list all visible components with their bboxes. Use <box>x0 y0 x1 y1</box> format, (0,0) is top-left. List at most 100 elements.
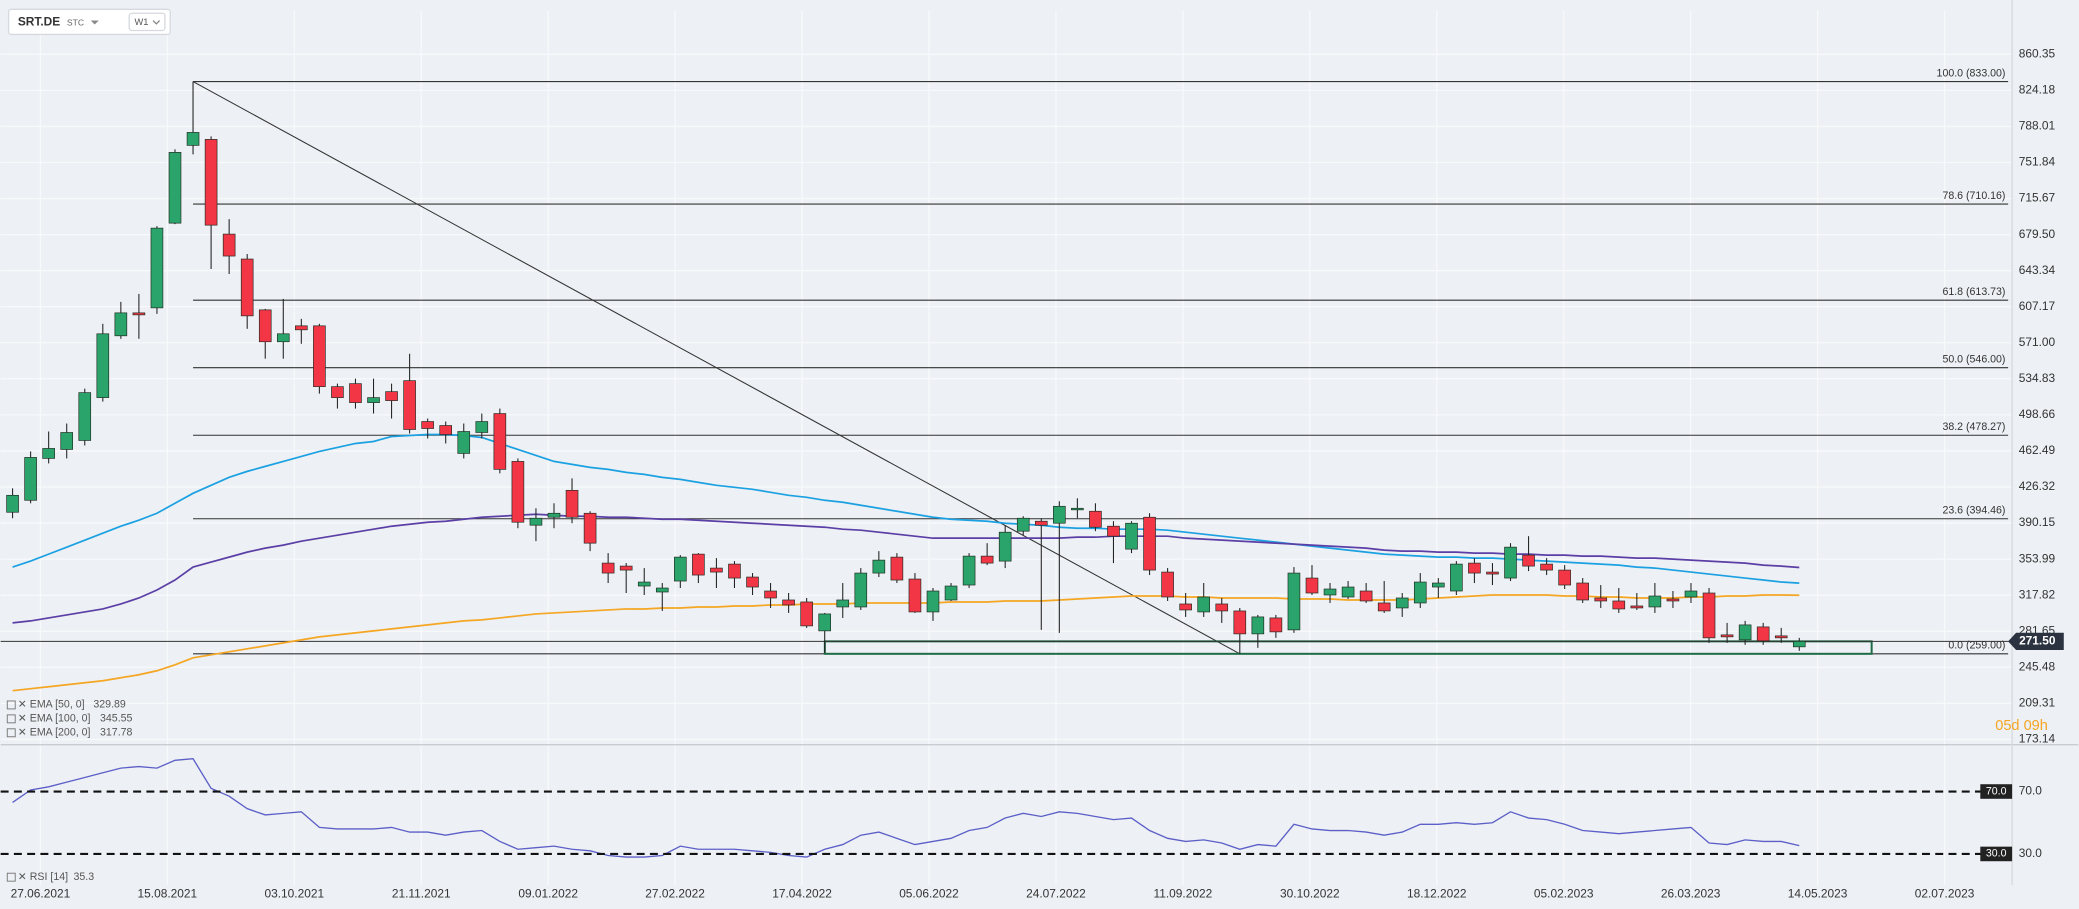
y-tick-label: 353.99 <box>2019 551 2056 565</box>
y-tick-label: 788.01 <box>2019 119 2056 133</box>
legend-name: EMA [100, 0] <box>30 713 91 725</box>
y-tick-label: 390.15 <box>2019 515 2056 529</box>
candle-body <box>674 556 687 582</box>
x-tick-label: 27.06.2021 <box>11 887 71 901</box>
legend-value: 329.89 <box>93 699 126 711</box>
fib-label: 61.8 (613.73) <box>1942 286 2005 298</box>
y-tick-label: 571.00 <box>2019 335 2056 349</box>
legend-icon-x: ✕ <box>18 699 27 711</box>
legend-value: 35.3 <box>74 871 95 883</box>
candle-body <box>1792 641 1806 648</box>
legend-icon-x: ✕ <box>18 871 27 883</box>
candle-body <box>96 333 110 398</box>
candle-body <box>818 613 831 632</box>
candle-body <box>457 431 471 454</box>
candle-body <box>872 559 886 574</box>
candle-body <box>854 572 868 608</box>
candle-body <box>1233 610 1247 635</box>
candle-body <box>1251 616 1265 635</box>
legend-value: 317.78 <box>100 727 133 739</box>
x-tick-label: 15.08.2021 <box>138 887 198 901</box>
candle-body <box>1197 596 1210 613</box>
candle-body <box>728 563 741 579</box>
fib-label: 100.0 (833.00) <box>1937 67 2006 79</box>
candle-body <box>511 461 525 523</box>
candle-body <box>1594 597 1608 602</box>
rsi-line <box>12 758 1800 858</box>
candle-body <box>1287 572 1301 631</box>
candle-body <box>1432 582 1445 588</box>
candle-body <box>655 587 669 593</box>
fib-label: 23.6 (394.46) <box>1942 505 2005 517</box>
candle-body <box>421 421 434 429</box>
candle-body <box>1540 563 1553 571</box>
candle-body <box>1269 617 1283 633</box>
legend-icon <box>6 728 16 738</box>
y-tick-label: 534.83 <box>2019 371 2056 385</box>
candle-body <box>276 333 290 343</box>
ema-line <box>12 594 1800 692</box>
candle-body <box>1359 590 1373 602</box>
fib-label: 0.0 (259.00) <box>1948 640 2005 652</box>
x-tick-label: 03.10.2021 <box>264 887 324 901</box>
rsi-level-tag <box>1980 846 2013 862</box>
candle-body <box>962 555 976 586</box>
y-tick-label: 607.17 <box>2019 299 2056 313</box>
candle-body <box>1522 554 1535 567</box>
x-tick-label: 21.11.2021 <box>392 887 451 901</box>
interval-caret[interactable] <box>152 20 161 25</box>
candle-body <box>439 425 453 435</box>
candle-body <box>204 139 218 226</box>
candle-body <box>944 585 958 601</box>
candle-body <box>565 489 579 518</box>
candle-body <box>1107 525 1120 537</box>
dropdown-icon[interactable] <box>90 20 99 25</box>
interval-box[interactable] <box>128 12 166 32</box>
rsi-level-tag <box>1980 784 2013 799</box>
candle-body <box>1720 634 1734 638</box>
exchange: STC <box>67 17 84 27</box>
x-tick-label: 24.07.2022 <box>1026 887 1086 901</box>
fib-label: 38.2 (478.27) <box>1942 421 2005 433</box>
candle-body <box>800 601 813 627</box>
legend-name: EMA [50, 0] <box>30 699 85 711</box>
y-tick-label: 245.48 <box>2019 659 2056 673</box>
y-tick-label: 173.14 <box>2019 732 2056 746</box>
candle-body <box>42 448 55 459</box>
candle-body <box>1161 571 1174 598</box>
candle-body <box>1774 635 1788 639</box>
y-tick-label: 426.32 <box>2019 479 2056 493</box>
candle-body <box>60 432 74 450</box>
candle-body <box>764 590 777 599</box>
candle-body <box>998 531 1012 562</box>
candle-body <box>601 562 615 574</box>
candle-body <box>1612 600 1626 610</box>
y-tick-label: 209.31 <box>2019 696 2056 710</box>
candle-body <box>1684 590 1698 598</box>
candle-body <box>1034 520 1048 526</box>
y-tick-label: 715.67 <box>2019 191 2056 205</box>
candle-body <box>1504 546 1517 579</box>
x-tick-label: 27.02.2022 <box>645 887 705 901</box>
candle-body <box>1630 605 1644 609</box>
candle-body <box>692 553 705 576</box>
y-tick-label: 70.0 <box>2019 784 2043 798</box>
fib-label: 78.6 (710.16) <box>1942 190 2005 202</box>
candle-body <box>1558 569 1571 586</box>
countdown: 05d 09h <box>1995 718 2048 734</box>
candle-body <box>1089 510 1102 528</box>
legend-icon-x: ✕ <box>18 727 27 739</box>
candle-body <box>1468 562 1481 574</box>
candle-body <box>836 599 850 608</box>
candle-body <box>1486 571 1499 575</box>
candle-body <box>1071 507 1084 511</box>
x-tick-label: 02.07.2023 <box>1915 887 1975 901</box>
y-tick-label: 679.50 <box>2019 227 2056 241</box>
y-tick-label: 824.18 <box>2019 83 2056 97</box>
y-tick-label: 498.66 <box>2019 407 2056 421</box>
x-tick-label: 09.01.2022 <box>518 887 578 901</box>
fib-label: 50.0 (546.00) <box>1942 354 2005 366</box>
y-tick-label: 462.49 <box>2019 443 2056 457</box>
